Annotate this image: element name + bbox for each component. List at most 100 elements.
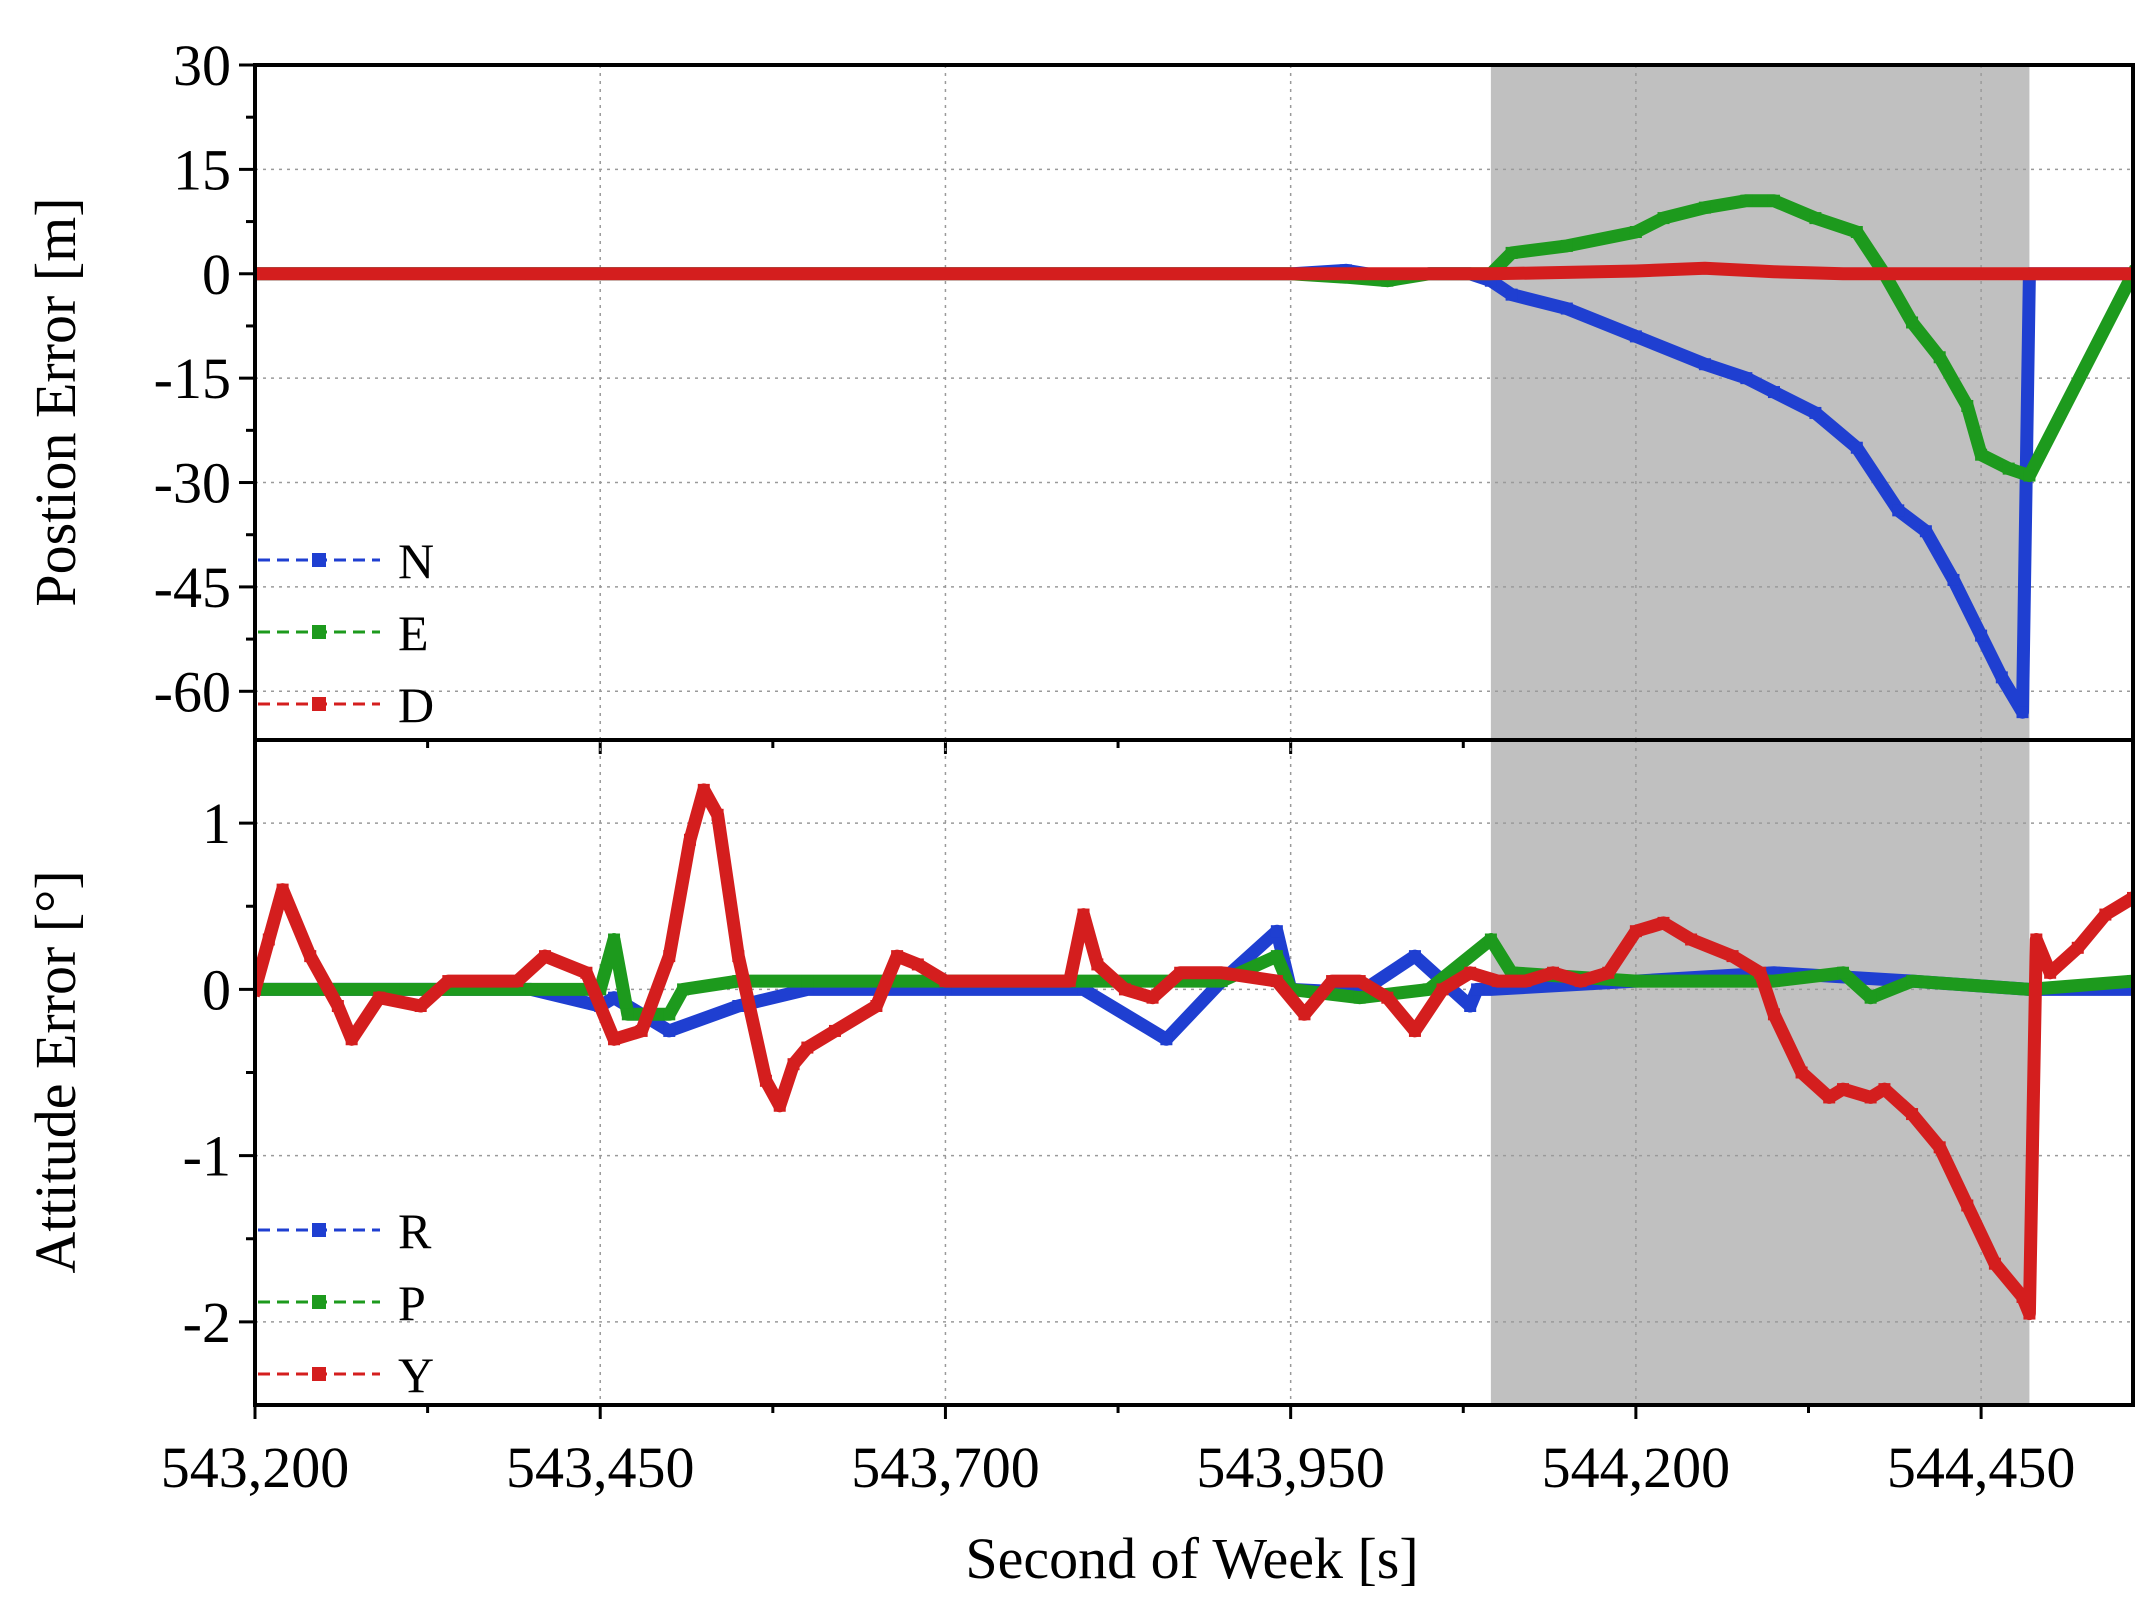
x-tick-labels: 543,200 543,450 543,700 543,950 544,200 544,4… (161, 1435, 2076, 1500)
data-point-Y (683, 833, 696, 846)
data-point-Y (255, 983, 261, 996)
data-point-D (1767, 265, 1780, 278)
data-point-Y (801, 1041, 814, 1054)
data-point-Y (2016, 1290, 2029, 1303)
data-point-E (1560, 239, 1573, 252)
legend-label-P: P (398, 1275, 426, 1331)
legend-label-E: E (398, 605, 429, 661)
data-point-N (1995, 671, 2008, 684)
data-point-P (1837, 966, 1850, 979)
shaded-region (1490, 740, 2030, 1405)
y-tick-label: -2 (183, 1290, 231, 1355)
data-point-N (1698, 358, 1711, 371)
data-point-Y (1988, 1257, 2001, 1270)
data-point-Y (1436, 983, 1449, 996)
data-point-Y (1215, 966, 1228, 979)
data-point-Y (1754, 966, 1767, 979)
data-point-R (1270, 925, 1283, 938)
data-point-Y (2030, 933, 2043, 946)
data-point-Y (1077, 908, 1090, 921)
legend-marker-N (312, 553, 326, 567)
data-point-E (1906, 316, 1919, 329)
data-point-D (939, 267, 952, 280)
data-point-Y (304, 950, 317, 963)
data-point-P (1422, 983, 1435, 996)
data-point-Y (414, 1000, 427, 1012)
data-point-R (1160, 1033, 1173, 1046)
data-point-N (1892, 504, 1905, 517)
data-point-Y (1823, 1091, 1836, 1104)
x-tick-label: 544,200 (1542, 1435, 1731, 1500)
data-point-Y (1657, 916, 1670, 929)
data-point-Y (759, 1074, 772, 1087)
data-point-Y (711, 808, 724, 821)
y-tick-label: 1 (202, 791, 231, 856)
data-point-P (2127, 975, 2133, 988)
data-point-P (1077, 975, 1090, 988)
data-point-Y (635, 1024, 648, 1037)
data-point-Y (1878, 1083, 1891, 1096)
data-point-R (1464, 1000, 1477, 1012)
legend: NED (258, 533, 434, 733)
data-point-P (663, 1008, 676, 1021)
data-point-Y (1174, 966, 1187, 979)
data-point-E (1767, 194, 1780, 207)
data-point-Y (663, 950, 676, 963)
data-point-E (1809, 212, 1822, 225)
data-point-D (1698, 262, 1711, 275)
data-point-D (1077, 267, 1090, 280)
y-tick-label: 0 (202, 242, 231, 307)
data-point-Y (1906, 1108, 1919, 1121)
data-point-Y (442, 975, 455, 988)
data-point-D (663, 267, 676, 280)
data-point-Y (911, 958, 924, 971)
data-point-Y (1008, 975, 1021, 988)
data-point-Y (828, 1024, 841, 1037)
legend-label-R: R (398, 1203, 432, 1259)
data-point-P (608, 933, 621, 946)
data-point-D (255, 267, 261, 280)
data-point-D (387, 267, 400, 280)
data-point-Y (1519, 975, 1532, 988)
data-point-D (2127, 267, 2133, 280)
data-point-E (1657, 212, 1670, 225)
legend-marker-D (312, 697, 326, 711)
data-point-R (1408, 950, 1421, 963)
data-point-N (1947, 573, 1960, 586)
data-point-Y (2127, 891, 2133, 904)
data-point-P (525, 983, 538, 996)
data-point-P (1767, 975, 1780, 988)
data-point-E (2023, 469, 2036, 482)
data-point-D (1353, 267, 1366, 280)
data-point-N (1809, 406, 1822, 419)
x-axis-label: Second of Week [s] (965, 1526, 1418, 1591)
data-point-Y (1381, 991, 1394, 1004)
data-point-D (525, 267, 538, 280)
data-point-R (663, 1024, 676, 1037)
data-point-E (1629, 226, 1642, 239)
data-point-Y (1063, 975, 1076, 988)
data-point-P (387, 983, 400, 996)
position-error-panel: 30 15 0 -15 -30 -45 -60 NED Postion Error [m] (23, 33, 2135, 754)
data-point-N (1975, 629, 1988, 642)
y-tick-label: -60 (154, 659, 231, 724)
y-tick-label: 30 (173, 33, 231, 98)
data-point-Y (511, 975, 524, 988)
data-point-Y (276, 883, 289, 896)
data-point-R (608, 991, 621, 1004)
data-point-P (801, 975, 814, 988)
data-point-Y (1961, 1199, 1974, 1212)
data-point-E (1698, 201, 1711, 214)
data-point-Y (469, 975, 482, 988)
data-point-Y (538, 950, 551, 963)
data-point-Y (1795, 1066, 1808, 1079)
y-tick-label: -1 (183, 1124, 231, 1189)
series-group (255, 194, 2133, 719)
series-line-P (255, 933, 2133, 1021)
data-point-Y (580, 966, 593, 979)
data-point-N (1919, 525, 1932, 538)
data-point-Y (2023, 1307, 2036, 1320)
legend-label-Y: Y (398, 1347, 434, 1403)
y-axis-label: Postion Error [m] (23, 197, 88, 606)
